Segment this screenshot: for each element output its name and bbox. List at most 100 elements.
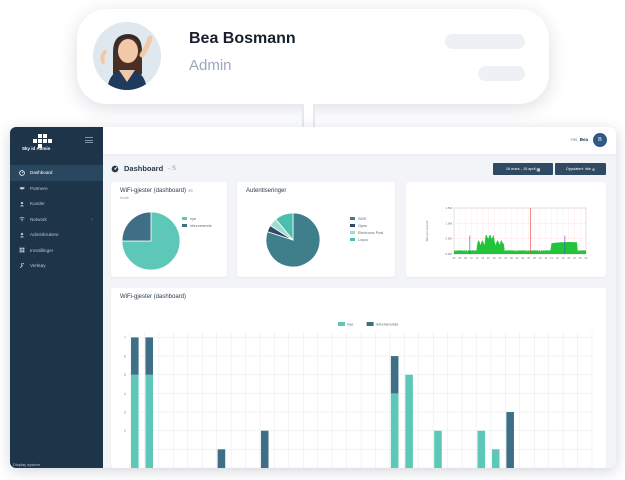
bar-segment[interactable] bbox=[390, 356, 399, 394]
pie-slice[interactable] bbox=[275, 212, 294, 242]
sidebar-item-partnere[interactable]: Partnere bbox=[10, 181, 103, 197]
legend-swatch bbox=[350, 230, 355, 235]
sidebar-item-label: Partnere bbox=[30, 185, 48, 191]
sidebar-item-label: Network bbox=[30, 216, 47, 222]
x-tick-label: 10 bbox=[539, 257, 542, 260]
y-tick-label: 7 bbox=[124, 335, 127, 340]
x-tick-label: 14 bbox=[481, 257, 484, 260]
card-title-text: WiFi-gjester (dashboard) bbox=[120, 188, 187, 194]
x-tick-label: 22 bbox=[573, 257, 576, 260]
legend-swatch bbox=[366, 322, 374, 326]
y-axis-label: Bits per second bbox=[425, 220, 429, 241]
handshake-icon bbox=[19, 185, 25, 191]
y-tick-label: 5 bbox=[124, 372, 127, 377]
bar-segment[interactable] bbox=[145, 337, 154, 375]
authentications-pie-card: Autentiseringer SMS Open Electronic Post Lo… bbox=[237, 182, 395, 277]
x-tick-label: 14 bbox=[550, 257, 553, 260]
traffic-graph-card: Bits per second 1.5M 1.0M 0.5M 0.0M 04 06 08 10 1… bbox=[406, 182, 606, 277]
topbar: Hei, Bea B bbox=[103, 127, 616, 154]
x-tick-label: 18 bbox=[493, 257, 496, 260]
sidebar-item-dashboard[interactable]: Dashboard bbox=[10, 165, 103, 181]
refresh-status-button[interactable]: Oppdatert: idle ≋ bbox=[555, 163, 606, 175]
pie-slice[interactable] bbox=[121, 211, 152, 242]
wifi-guests-bar-card: WiFi-gjester (dashboard) nye returnerende… bbox=[111, 288, 606, 468]
logo-icon bbox=[33, 134, 52, 148]
x-tick-label: 06 bbox=[458, 257, 461, 260]
legend-item[interactable]: Open bbox=[350, 222, 383, 229]
x-tick-label: 22 bbox=[504, 257, 507, 260]
pie-slice[interactable] bbox=[121, 211, 181, 271]
legend-swatch bbox=[350, 237, 355, 242]
y-tick-label: 1.0M bbox=[445, 221, 452, 225]
menu-toggle-icon[interactable] bbox=[85, 137, 93, 143]
legend-swatch bbox=[182, 216, 187, 221]
wifi-icon: ≋ bbox=[591, 167, 596, 172]
bar-segment[interactable] bbox=[390, 393, 399, 468]
legend-item[interactable]: Electronic Post bbox=[350, 229, 383, 236]
profile-card[interactable]: Bea Bosmann Admin bbox=[77, 9, 549, 104]
bar-segment[interactable] bbox=[145, 374, 154, 468]
y-tick-label: 1.5M bbox=[445, 206, 452, 210]
x-tick-label: 20 bbox=[567, 257, 570, 260]
sidebar-item-verktoy[interactable]: Verktøy bbox=[10, 258, 103, 274]
legend-label: nye bbox=[190, 216, 197, 221]
chevron-right-icon: › bbox=[91, 216, 93, 223]
greeting: Hei, Bea bbox=[570, 137, 588, 142]
card-title: WiFi-gjester (dashboard) bbox=[120, 294, 187, 300]
bar-segment[interactable] bbox=[405, 374, 413, 468]
bar-segment[interactable] bbox=[131, 374, 139, 468]
calendar-icon: ▦ bbox=[536, 167, 541, 172]
connector bbox=[302, 104, 315, 128]
y-tick-label: 2 bbox=[124, 428, 127, 433]
page-subtitle: - S bbox=[168, 165, 176, 172]
sidebar-item-kunder[interactable]: Kunder bbox=[10, 196, 103, 212]
x-tick-label: 12 bbox=[544, 257, 547, 260]
legend-label: Open bbox=[358, 223, 368, 228]
legend-item[interactable]: Loyco bbox=[350, 236, 383, 243]
bar-segment[interactable] bbox=[260, 430, 269, 468]
x-tick-label: 18 bbox=[562, 257, 565, 260]
user-menu-button[interactable]: B bbox=[593, 133, 607, 147]
admin-users-icon bbox=[19, 232, 25, 238]
greeting-prefix: Hei, bbox=[570, 137, 579, 142]
bar-segment[interactable] bbox=[217, 449, 226, 468]
date-range-label: 16 mars - 15 april bbox=[505, 167, 536, 171]
x-tick-label: 00 bbox=[510, 257, 513, 260]
legend-label: returnerende bbox=[190, 223, 212, 228]
network-icon bbox=[19, 216, 25, 222]
x-tick-label: 08 bbox=[464, 257, 467, 260]
sidebar-item-label: Dashboard bbox=[30, 170, 53, 176]
x-tick-label: 02 bbox=[516, 257, 519, 260]
sidebar-nav: Dashboard Partnere Kunder Network › bbox=[10, 165, 103, 274]
legend-swatch bbox=[338, 322, 345, 326]
legend-item[interactable]: SMS bbox=[350, 215, 383, 222]
placeholder-bar bbox=[478, 66, 525, 81]
sidebar-item-innstillinger[interactable]: Innstillinger bbox=[10, 243, 103, 259]
wrench-icon bbox=[19, 262, 25, 269]
sidebar-item-adminbrukere[interactable]: Adminbrukere bbox=[10, 227, 103, 243]
bar-segment[interactable] bbox=[491, 449, 500, 468]
legend-label: SMS bbox=[358, 216, 367, 221]
avatar bbox=[93, 22, 161, 90]
x-tick-label: 00 bbox=[579, 257, 582, 260]
sidebar: Sky id Admin Dashboard Partnere Kunder bbox=[10, 127, 103, 468]
legend-label: Loyco bbox=[358, 237, 369, 242]
refresh-status-label: Oppdatert: idle bbox=[565, 167, 591, 171]
bar-segment[interactable] bbox=[506, 412, 514, 468]
bar-segment[interactable] bbox=[477, 430, 486, 468]
bar-segment[interactable] bbox=[434, 430, 442, 468]
legend-item[interactable]: nye bbox=[182, 215, 212, 222]
x-tick-label: 04 bbox=[453, 257, 456, 260]
card-subtitle: totalt bbox=[120, 195, 129, 200]
date-range-button[interactable]: 16 mars - 15 april ▦ bbox=[493, 163, 553, 175]
x-tick-label: 06 bbox=[527, 257, 530, 260]
sidebar-item-network[interactable]: Network › bbox=[10, 212, 103, 228]
x-tick-label: 08 bbox=[533, 257, 536, 260]
legend-item[interactable]: returnerende bbox=[182, 222, 212, 229]
wifi-guests-bar-chart: nye returnerende 7 6 5 4 3 2 bbox=[124, 322, 593, 468]
y-tick-label: 4 bbox=[124, 391, 127, 396]
logo-text: Sky id Admin bbox=[22, 146, 51, 151]
sidebar-item-label: Innstillinger bbox=[30, 247, 54, 253]
bar-segment[interactable] bbox=[131, 337, 139, 375]
